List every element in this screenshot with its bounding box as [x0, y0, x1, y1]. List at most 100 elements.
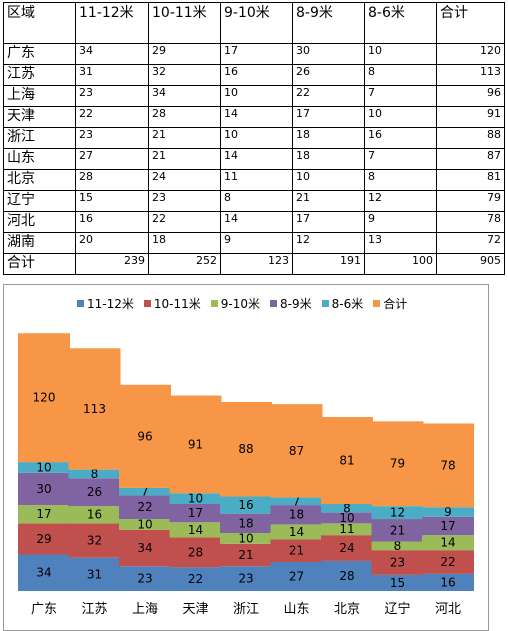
data-label: 26 — [87, 485, 102, 499]
table-row: 天津 22 28 14 17 10 91 — [3, 106, 505, 128]
table-cell: 8-6米 — [364, 2, 437, 44]
table-cell: 9-10米 — [220, 2, 293, 44]
data-label: 11 — [339, 522, 354, 536]
data-label: 18 — [238, 516, 253, 530]
data-label: 21 — [289, 544, 304, 558]
bar-segment — [169, 567, 222, 591]
table-cell: 88 — [436, 127, 505, 149]
table-cell: 15 — [75, 190, 149, 212]
bar-segment — [371, 541, 424, 551]
legend-swatch — [210, 300, 218, 307]
legend-item: 合计 — [373, 295, 407, 312]
row-label-cell: 浙江 — [3, 127, 76, 149]
bar-segment — [220, 533, 272, 544]
data-label: 113 — [83, 402, 106, 416]
row-label-cell: 江苏 — [3, 64, 76, 86]
data-label: 34 — [36, 566, 51, 580]
data-table: 区域 11-12米 10-11米 9-10米 8-9米 8-6米 合计 广东 34 29 17 30 1… — [3, 2, 505, 275]
row-label-cell: 广东 — [3, 43, 76, 65]
table-cell: 18 — [148, 232, 221, 254]
legend-swatch — [77, 300, 84, 307]
bar-segment — [68, 506, 121, 524]
legend-label: 8-9米 — [280, 297, 312, 311]
bar-segment — [371, 421, 424, 507]
bar-segment — [119, 529, 171, 567]
table-cell: 13 — [364, 232, 437, 254]
legend-label: 11-12米 — [87, 297, 134, 311]
data-label: 23 — [137, 572, 152, 586]
bar-segment — [119, 495, 171, 520]
table-cell: 23 — [75, 85, 149, 107]
bar-segment — [119, 487, 171, 496]
bar-segment — [18, 505, 70, 524]
category-label: 河北 — [435, 602, 461, 617]
category-label: 江苏 — [81, 601, 107, 617]
legend-swatch — [270, 300, 277, 307]
table-cell: 30 — [292, 43, 365, 65]
chart-legend: 11-12米 10-11米 9-10米 8-9米 8-6米 合计 — [77, 295, 417, 312]
table-cell: 21 — [292, 190, 365, 212]
bar-segment — [68, 469, 121, 479]
table-cell: 26 — [292, 64, 365, 86]
category-label: 辽宁 — [384, 601, 410, 617]
row-label-cell: 上海 — [3, 85, 76, 107]
table-cell: 7 — [364, 148, 437, 170]
table-cell: 8 — [364, 169, 437, 191]
table-cell: 28 — [148, 106, 221, 128]
legend-item: 11-12米 — [77, 295, 134, 312]
table-cell: 21 — [148, 148, 221, 170]
table-row: 湖南 20 18 9 12 13 72 — [3, 232, 505, 254]
table-cell: 17 — [220, 43, 293, 65]
table-cell: 239 — [75, 253, 149, 275]
table-cell: 91 — [436, 106, 505, 128]
data-label: 16 — [440, 575, 455, 589]
category-label: 北京 — [334, 602, 360, 617]
bar-segment — [220, 401, 272, 497]
table-header-row: 区域 11-12米 10-11米 9-10米 8-9米 8-6米 合计 — [3, 2, 505, 44]
bar-segment — [270, 524, 323, 540]
row-label-cell: 区域 — [3, 2, 76, 44]
bar-segment — [270, 562, 323, 591]
table-cell: 27 — [75, 148, 149, 170]
data-label: 28 — [188, 545, 203, 559]
table-cell: 32 — [148, 64, 221, 86]
legend-swatch — [373, 300, 381, 307]
bar-segment — [169, 522, 222, 538]
bar-segment — [422, 535, 474, 551]
data-label: 17 — [440, 519, 455, 533]
row-label-cell: 河北 — [3, 211, 76, 233]
table-cell: 28 — [75, 169, 149, 191]
bar-segment — [169, 395, 222, 494]
bar-segment — [68, 348, 121, 470]
bar-segment — [220, 543, 272, 567]
data-label: 24 — [339, 541, 354, 555]
bar-segment — [270, 539, 323, 563]
table-cell: 78 — [436, 211, 505, 233]
table-cell: 17 — [292, 106, 365, 128]
data-label: 14 — [289, 525, 304, 539]
bar-segment — [321, 535, 373, 561]
table-cell: 100 — [364, 253, 437, 275]
data-label: 10 — [339, 511, 354, 525]
bar-segment — [18, 554, 70, 591]
table-cell: 72 — [436, 232, 505, 254]
data-label: 87 — [289, 444, 304, 458]
data-label: 8 — [343, 501, 351, 515]
table-total-row: 合计 239 252 123 191 100 905 — [3, 253, 505, 275]
bar-segment — [422, 550, 474, 574]
table-cell: 8 — [220, 190, 293, 212]
table-cell: 14 — [220, 106, 293, 128]
bar-segment — [18, 472, 70, 506]
data-label: 7 — [293, 494, 301, 508]
bar-segment — [321, 504, 373, 513]
bar-segment — [371, 574, 424, 591]
data-label: 23 — [390, 556, 405, 570]
table-cell: 34 — [148, 85, 221, 107]
legend-item: 8-6米 — [321, 295, 363, 312]
data-label: 31 — [87, 567, 102, 581]
bar-segment — [321, 512, 373, 524]
bar-segment — [321, 523, 373, 536]
table-cell: 79 — [436, 190, 505, 212]
table-row: 山东 27 21 14 18 7 87 — [3, 148, 505, 170]
category-label: 天津 — [182, 602, 208, 617]
